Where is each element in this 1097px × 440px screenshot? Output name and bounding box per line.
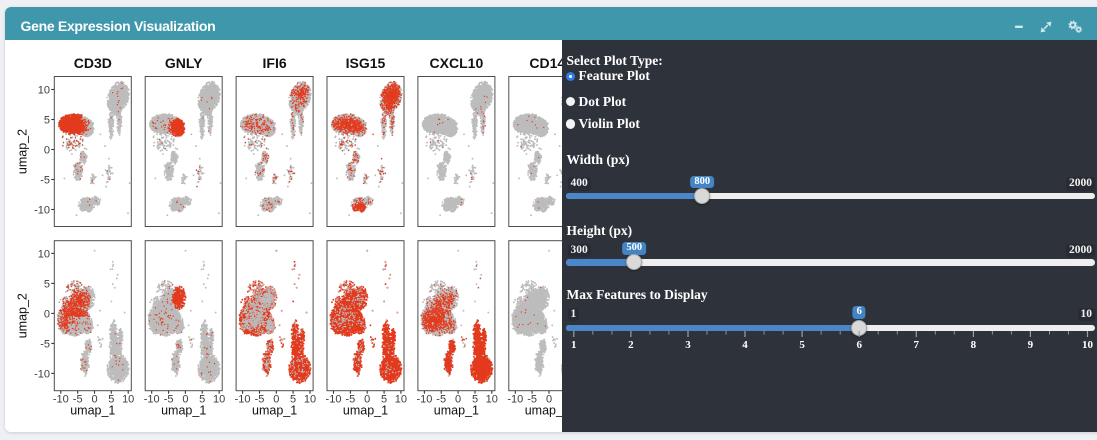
svg-text:umap_1: umap_1 bbox=[343, 404, 388, 418]
svg-text:10: 10 bbox=[486, 394, 498, 406]
svg-text:5: 5 bbox=[44, 278, 50, 290]
svg-text:5: 5 bbox=[108, 394, 114, 406]
svg-text:-10: -10 bbox=[34, 368, 50, 380]
svg-text:-5: -5 bbox=[255, 394, 265, 406]
svg-text:9: 9 bbox=[1028, 339, 1034, 351]
svg-text:4: 4 bbox=[742, 339, 748, 351]
svg-text:5: 5 bbox=[290, 394, 296, 406]
svg-text:10: 10 bbox=[213, 394, 225, 406]
svg-text:umap_1: umap_1 bbox=[252, 404, 297, 418]
svg-text:0: 0 bbox=[182, 394, 188, 406]
svg-text:-10: -10 bbox=[34, 204, 50, 216]
svg-text:3: 3 bbox=[685, 339, 691, 351]
svg-text:5: 5 bbox=[799, 339, 805, 351]
svg-text:0: 0 bbox=[455, 394, 461, 406]
svg-text:-5: -5 bbox=[436, 394, 446, 406]
svg-text:0: 0 bbox=[364, 394, 370, 406]
svg-text:10: 10 bbox=[38, 248, 50, 260]
svg-text:10: 10 bbox=[1082, 339, 1094, 351]
svg-text:6: 6 bbox=[856, 339, 862, 351]
svg-text:-10: -10 bbox=[326, 394, 342, 406]
svg-text:0: 0 bbox=[44, 308, 50, 320]
svg-text:-10: -10 bbox=[507, 394, 523, 406]
svg-text:-5: -5 bbox=[346, 394, 356, 406]
svg-text:CXCL10: CXCL10 bbox=[430, 55, 484, 71]
svg-text:10: 10 bbox=[395, 394, 407, 406]
svg-text:7: 7 bbox=[914, 339, 920, 351]
svg-text:umap_2: umap_2 bbox=[16, 293, 30, 338]
svg-text:5: 5 bbox=[199, 394, 205, 406]
svg-text:-10: -10 bbox=[144, 394, 160, 406]
svg-text:umap_1: umap_1 bbox=[434, 404, 479, 418]
svg-text:2: 2 bbox=[628, 339, 634, 351]
svg-text:-10: -10 bbox=[416, 394, 432, 406]
svg-text:0: 0 bbox=[44, 144, 50, 156]
svg-text:-5: -5 bbox=[527, 394, 537, 406]
svg-text:IFI6: IFI6 bbox=[263, 55, 287, 71]
svg-text:GNLY: GNLY bbox=[165, 55, 203, 71]
svg-text:0: 0 bbox=[273, 394, 279, 406]
svg-text:CD14: CD14 bbox=[529, 55, 565, 71]
svg-text:-5: -5 bbox=[40, 338, 50, 350]
svg-text:0: 0 bbox=[91, 394, 97, 406]
svg-text:-5: -5 bbox=[40, 174, 50, 186]
svg-text:-10: -10 bbox=[53, 394, 69, 406]
svg-text:umap_1: umap_1 bbox=[161, 404, 206, 418]
svg-text:umap_2: umap_2 bbox=[16, 129, 30, 174]
svg-text:1: 1 bbox=[571, 339, 577, 351]
svg-text:-5: -5 bbox=[73, 394, 83, 406]
svg-text:umap_1: umap_1 bbox=[70, 404, 115, 418]
svg-text:0: 0 bbox=[546, 394, 552, 406]
svg-text:-10: -10 bbox=[235, 394, 251, 406]
svg-text:CD3D: CD3D bbox=[74, 55, 112, 71]
svg-text:10: 10 bbox=[304, 394, 316, 406]
svg-text:umap_1: umap_1 bbox=[525, 404, 570, 418]
svg-text:-5: -5 bbox=[164, 394, 174, 406]
svg-text:5: 5 bbox=[44, 114, 50, 126]
svg-text:8: 8 bbox=[971, 339, 977, 351]
svg-text:5: 5 bbox=[381, 394, 387, 406]
svg-text:10: 10 bbox=[122, 394, 134, 406]
svg-text:10: 10 bbox=[38, 84, 50, 96]
svg-text:ISG15: ISG15 bbox=[346, 55, 386, 71]
svg-text:5: 5 bbox=[472, 394, 478, 406]
